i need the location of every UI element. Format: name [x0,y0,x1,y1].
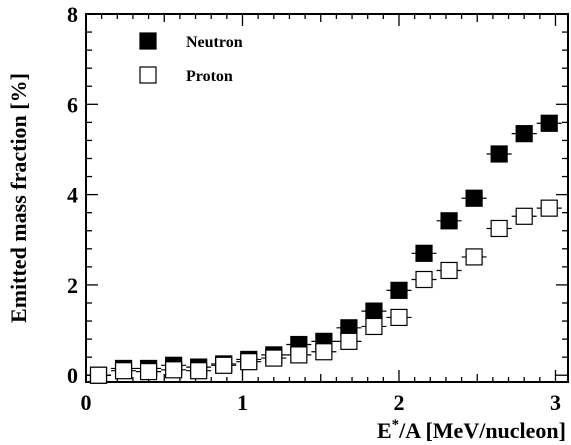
data-point-proton [265,349,283,367]
x-tick-label: 3 [550,390,561,415]
data-point-proton [290,346,308,364]
x-axis-title-main: E [377,418,392,443]
data-point-proton [215,356,233,374]
data-point-proton [365,317,383,336]
legend-swatch-neutron [139,32,157,50]
y-tick-label: 8 [67,2,78,27]
data-point-proton [340,332,358,350]
data-point-proton [240,353,258,371]
x-tick-label: 0 [81,390,92,415]
axis-ticks [85,13,568,382]
legend-swatch-proton [139,66,157,84]
x-axis-title: E*/A [MeV/nucleon] [377,417,566,443]
data-point-neutron [415,244,433,262]
data-point-proton [440,261,458,280]
data-point-neutron [490,145,508,163]
axis-tick-labels: 0 1 2 3 0 2 4 6 8 [67,2,561,415]
data-point-proton [139,363,158,381]
y-tick-label: 4 [67,183,78,208]
data-point-proton [415,270,433,289]
data-point-proton [490,219,508,238]
data-point-proton [540,199,558,217]
legend-label-neutron: Neutron [186,34,243,51]
data-point-proton [315,343,333,361]
x-axis-title-rest: /A [MeV/nucleon] [398,418,566,443]
x-tick-label: 1 [237,390,248,415]
x-axis-title-superscript: * [392,417,400,433]
data-point-neutron [540,114,558,132]
y-tick-label: 2 [67,273,78,298]
legend: Neutron Proton [139,32,243,85]
data-point-proton [89,366,108,384]
data-point-proton [465,248,483,266]
data-point-proton [190,362,208,380]
data-point-neutron [515,125,533,143]
data-markers [89,114,558,384]
data-point-neutron [440,212,458,230]
legend-label-proton: Proton [186,68,233,85]
data-point-proton [114,362,133,380]
data-point-neutron [465,189,483,207]
data-point-neutron [365,302,383,320]
y-axis-title: Emitted mass fraction [%] [6,73,31,323]
data-point-neutron [390,281,408,299]
data-point-proton [165,361,183,379]
y-tick-label: 6 [67,92,78,117]
data-point-proton [390,308,408,327]
data-point-proton [515,207,533,225]
plot-frame [85,13,569,383]
x-tick-label: 2 [393,390,404,415]
y-tick-label: 0 [67,363,78,388]
